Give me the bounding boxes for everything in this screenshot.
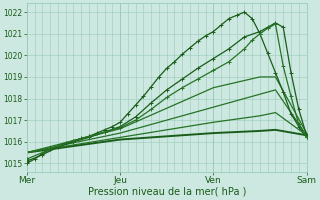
X-axis label: Pression niveau de la mer( hPa ): Pression niveau de la mer( hPa ) (88, 187, 246, 197)
